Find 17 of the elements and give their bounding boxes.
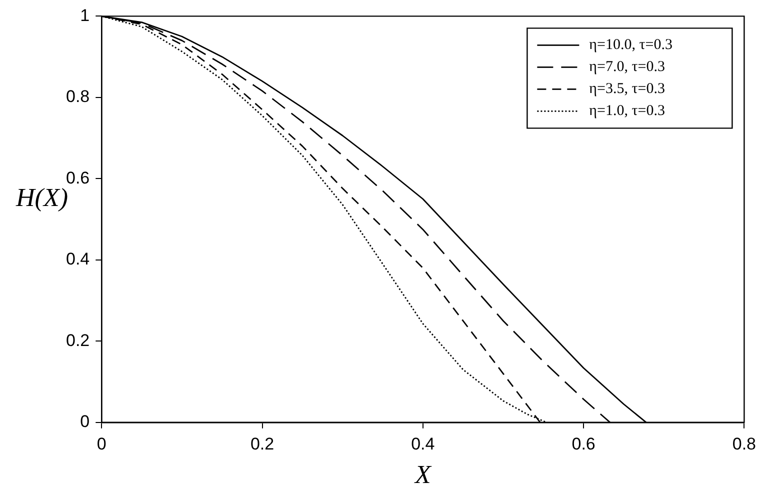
legend-label: η=1.0, τ=0.3: [589, 103, 665, 120]
y-tick-label: 1: [80, 6, 90, 25]
x-tick-label: 0.6: [572, 434, 596, 454]
x-tick-label: 0.4: [411, 434, 435, 454]
x-tick-label: 0.8: [732, 434, 756, 454]
legend-label: η=10.0, τ=0.3: [589, 37, 672, 54]
y-tick-label: 0.2: [66, 330, 90, 350]
legend-label: η=3.5, τ=0.3: [589, 81, 665, 98]
y-axis-title: H(X): [15, 183, 68, 212]
y-tick-label: 0.4: [66, 250, 90, 269]
y-tick-label: 0: [80, 412, 90, 432]
x-tick-label: 0.2: [250, 434, 274, 454]
y-tick-label: 0.6: [66, 168, 90, 188]
y-tick-label: 0.8: [66, 87, 90, 106]
x-axis-title: X: [414, 460, 432, 490]
legend-label: η=7.0, τ=0.3: [589, 59, 665, 76]
x-tick-label: 0: [96, 434, 106, 454]
